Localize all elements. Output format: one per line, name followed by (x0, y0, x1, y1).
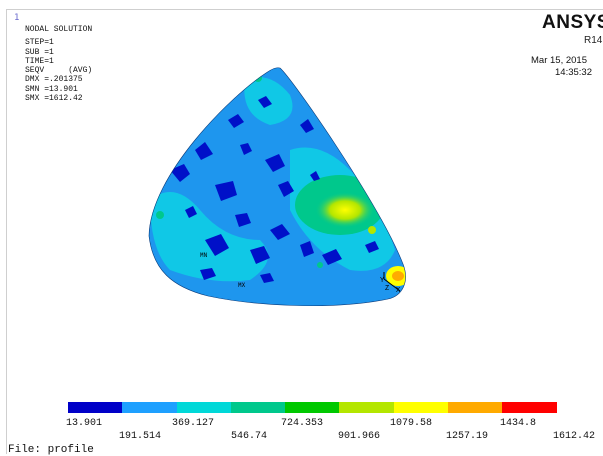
info-sub: SUB =1 (25, 47, 54, 57)
legend-swatch-5 (285, 402, 340, 413)
legend-swatch-6 (339, 402, 394, 413)
axis-z-label: Z (385, 285, 389, 293)
legend-tick-bottom-2: 546.74 (231, 431, 268, 442)
viewport-border-top (6, 9, 603, 10)
model-outline (148, 67, 406, 306)
release-label: R14. (584, 35, 603, 46)
axis-y-label: Y (380, 277, 385, 285)
info-dmx: DMX =.201375 (25, 75, 83, 85)
legend-swatch-4 (230, 402, 286, 413)
solution-title: NODAL SOLUTION (25, 25, 93, 34)
axis-x-label: X (396, 287, 401, 295)
solution-info-block: NODAL SOLUTION STEP=1 SUB =1 TIME=1 SEQV… (25, 25, 92, 103)
info-smn: SMN =13.901 (25, 84, 78, 94)
legend-swatch-1 (68, 402, 123, 413)
legend-swatch-7 (393, 402, 449, 413)
info-step: STEP=1 (25, 38, 54, 48)
legend-tick-bottom-5: 1612.42 (553, 431, 596, 442)
legend-swatch-2 (122, 402, 177, 413)
legend-swatch-9 (502, 402, 557, 413)
info-time: TIME=1 (25, 56, 54, 66)
legend-swatch-8 (448, 402, 503, 413)
legend-swatch-3 (176, 402, 231, 413)
legend-tick-top-5: 1434.8 (500, 418, 537, 429)
contour-legend-bar (68, 402, 557, 413)
info-seqv: SEQV (AVG) (25, 66, 93, 76)
legend-tick-top-4: 1079.58 (390, 418, 433, 429)
axis-triad-icon: Y Z X (380, 272, 401, 295)
contour-surface (149, 67, 406, 306)
legend-tick-bottom-1: 191.514 (119, 431, 162, 442)
info-smx: SMX =1612.42 (25, 94, 83, 104)
viewport-border-left (6, 9, 7, 454)
legend-tick-bottom-4: 1257.19 (446, 431, 489, 442)
timestamp-date: Mar 15, 2015 (531, 55, 587, 66)
min-marker: MN (200, 252, 208, 259)
brand-logo: ANSYS (542, 12, 603, 33)
legend-tick-bottom-3: 901.966 (338, 431, 381, 442)
window-number: 1 (14, 13, 20, 23)
legend-tick-top-2: 369.127 (172, 418, 215, 429)
max-marker: MX (238, 282, 246, 289)
file-label: File: profile (8, 444, 94, 456)
legend-tick-top-1: 13.901 (66, 418, 103, 429)
legend-tick-top-3: 724.353 (281, 418, 324, 429)
timestamp-time: 14:35:32 (555, 67, 592, 78)
